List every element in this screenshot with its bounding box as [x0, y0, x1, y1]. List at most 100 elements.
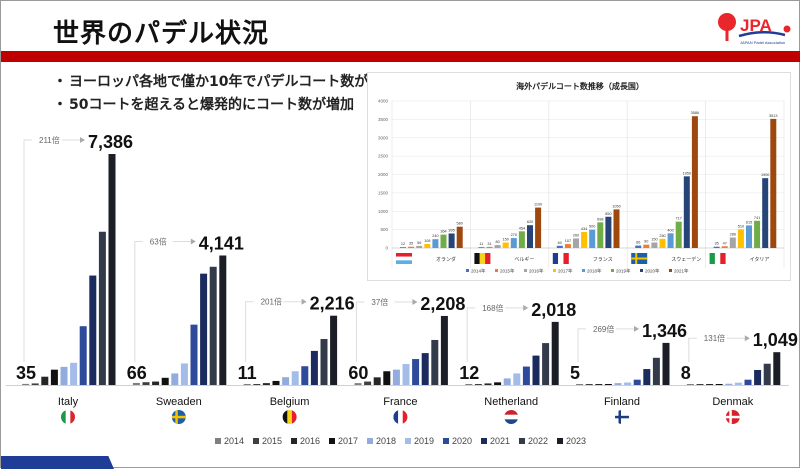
growth-multiplier-label: 269倍: [593, 324, 614, 334]
inset-data-label: 850: [605, 212, 611, 216]
legend-swatch: [519, 438, 525, 444]
inset-bar-2021年: [535, 207, 542, 248]
bar-2020: [744, 379, 752, 385]
bar-2023: [330, 315, 338, 385]
bar-2022: [431, 339, 439, 385]
sweden-flag: [171, 410, 186, 424]
bar-2021: [200, 273, 208, 385]
bar-2023: [551, 321, 559, 385]
legend-swatch: [557, 438, 563, 444]
bar-2021: [532, 355, 540, 385]
flag-stripe: [282, 410, 288, 424]
netherlands-flag: [504, 410, 519, 424]
inset-data-label: 80: [495, 240, 499, 244]
inset-bar-2019年: [597, 222, 604, 248]
bar-2016: [373, 377, 381, 385]
inset-legend-label: 2014年: [471, 268, 486, 275]
bar-2015: [253, 384, 261, 385]
growth-multiplier-label: 168倍: [482, 303, 503, 313]
bar-2022: [763, 363, 771, 385]
start-value-label: 8: [681, 363, 691, 383]
bar-2023: [219, 255, 227, 385]
footer-bar: [1, 456, 114, 469]
logo-text: JPA: [740, 16, 772, 35]
legend-label: 2014: [224, 436, 244, 446]
start-value-label: 11: [238, 363, 257, 383]
inset-bar-2021年: [456, 226, 463, 248]
inset-flag: [479, 253, 486, 264]
inset-bar-2017年: [424, 244, 431, 248]
bar-2018: [282, 377, 290, 385]
inset-chart: 海外パデルコート数推移（成長国） 0 500 1000 1500 2000 2500 3000…: [367, 72, 791, 281]
bar-2018: [503, 378, 511, 385]
bracket-line: [577, 328, 586, 362]
inset-bar-2014年: [556, 245, 563, 248]
end-value-label: 2,018: [531, 300, 576, 320]
page-title: 世界のパデル状況: [53, 19, 270, 49]
legend: 2014 2015 2016 2017 2018 2019 2020 2021 2022 2023: [215, 436, 586, 446]
bar-2022: [320, 339, 328, 385]
bar-2017: [383, 371, 391, 385]
inset-bar-2014年: [478, 247, 485, 248]
bullet-list: ・ヨーロッパ各地で僅か10年でパデルコート数が激増 ・ 50コートを超えると爆発的…: [53, 71, 396, 117]
bar-2022: [209, 266, 217, 385]
inset-bar-2015年: [564, 244, 571, 248]
inset-bar-2020年: [683, 176, 690, 248]
inset-data-label: 260: [573, 233, 579, 237]
inset-data-label: 1950: [683, 171, 691, 175]
country-label: Sweaden: [156, 396, 202, 408]
inset-bar-2019年: [754, 220, 761, 248]
bar-2015: [31, 383, 39, 385]
inset-category-label: オランダ: [436, 256, 456, 263]
inset-legend-swatch: [466, 269, 469, 272]
arrow-icon: [301, 298, 307, 305]
inset-legend-swatch: [524, 269, 527, 272]
bar-2017: [494, 382, 502, 385]
bar-2014: [576, 384, 584, 385]
bar-2020: [301, 366, 309, 385]
inset-legend-swatch: [669, 269, 672, 272]
bar-group-belgium: 11 2,216 201倍 Belgium: [227, 294, 355, 424]
inset-legend-swatch: [495, 269, 498, 272]
inset-flag: [709, 253, 715, 264]
bar-2016: [595, 384, 603, 385]
inset-data-label: 286: [730, 232, 736, 236]
country-label: Finland: [604, 396, 640, 408]
bar-2022: [542, 343, 550, 385]
inset-legend-swatch: [553, 269, 556, 272]
inset-legend-label: 2021年: [674, 268, 689, 275]
flag-stripe: [402, 410, 408, 424]
inset-flag: [396, 253, 412, 257]
inset-bar-2020年: [605, 216, 612, 248]
bar-group-finland: 5 1,346 269倍 Finland: [559, 321, 687, 424]
inset-data-label: 615: [746, 220, 752, 224]
country-label: Netherland: [484, 396, 538, 408]
bar-2020: [633, 379, 641, 385]
bar-2019: [734, 382, 742, 385]
inset-data-label: 12: [401, 242, 405, 246]
bar-2023: [440, 315, 448, 385]
inset-legend-label: 2018年: [587, 268, 602, 275]
flag-stripe: [393, 410, 399, 424]
y-tick-label: 4000: [378, 99, 389, 104]
bar-group-france: 60 2,208 37倍 France: [338, 294, 465, 424]
legend-label: 2023: [566, 436, 586, 446]
inset-data-label: 1100: [534, 203, 542, 207]
bar-2023: [108, 154, 116, 385]
inset-bar-2019年: [518, 231, 525, 248]
inset-data-label: 580: [457, 222, 463, 226]
inset-category-label: スウェーデン: [671, 256, 701, 263]
bar-2023: [773, 352, 781, 385]
inset-bar-2018年: [432, 239, 439, 248]
legend-swatch: [367, 438, 373, 444]
inset-bar-2014年: [400, 247, 406, 248]
inset-bar-2015年: [486, 246, 493, 248]
bullet-text: ヨーロッパ各地で僅か10年でパデルコート数が激増: [69, 74, 397, 90]
country-label: France: [383, 396, 417, 408]
y-tick-label: 2000: [378, 172, 389, 177]
inset-bar-2020年: [448, 233, 455, 248]
bar-2016: [152, 381, 160, 385]
bar-2014: [132, 382, 140, 385]
inset-data-label: 150: [503, 237, 509, 241]
